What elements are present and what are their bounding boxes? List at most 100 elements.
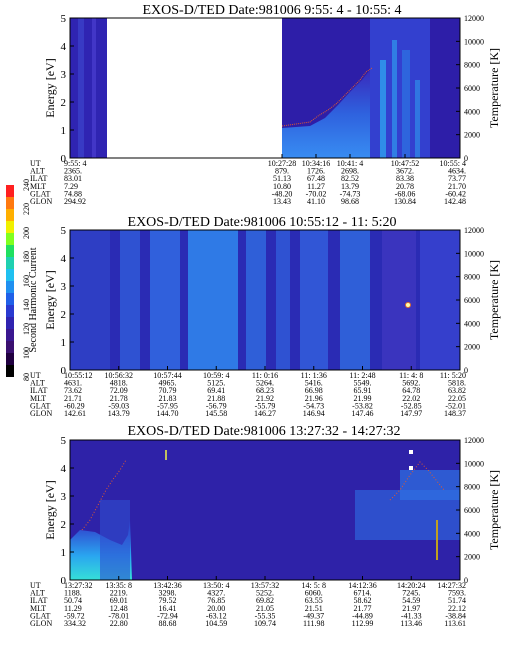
ephemeris-cell: 144.70 [157, 409, 179, 418]
ephemeris-cell: 73.77 [448, 174, 466, 183]
panel-3-axes: 0 1 2 3 4 5 0 2000 4000 6000 8000 10000 12000 Energy … [30, 435, 501, 628]
ephemeris-cell: -60.29 [64, 401, 85, 410]
ephemeris-cell: 21.77 [354, 604, 372, 613]
y-axis-label: Energy [eV] [43, 58, 57, 117]
colorbar-segment [6, 281, 14, 293]
colorbar-tick-label: 220 [22, 203, 31, 215]
y-tick-label: 0 [61, 365, 67, 377]
ephemeris-cell: 21.99 [354, 394, 372, 403]
row-label: ILAT [30, 174, 47, 183]
ephemeris-cell: 148.37 [444, 409, 466, 418]
y2-tick-label: 6000 [464, 296, 480, 305]
ephemeris-cell: 13.79 [341, 182, 359, 191]
y2-tick-label: 12000 [464, 14, 484, 23]
ephemeris-cell: 145.58 [205, 409, 227, 418]
y-tick-label: 5 [61, 225, 67, 237]
ephemeris-cell: -44.89 [352, 611, 373, 620]
panel-2-band [340, 230, 370, 370]
ephemeris-cell: 113.61 [444, 619, 466, 628]
colorbar-tick-label: 240 [22, 179, 31, 191]
row-label: GLAT [30, 611, 51, 620]
ephemeris-cell: 21.97 [402, 604, 420, 613]
colorbar-tick-label: 180 [22, 251, 31, 263]
ephemeris-cell: 11: 5:20 [440, 371, 466, 380]
row-label: ILAT [30, 386, 47, 395]
ephemeris-cell: 109.74 [254, 619, 276, 628]
y2-tick-label: 0 [464, 154, 468, 163]
panel-3-temperature-trace [389, 461, 445, 501]
ephemeris-cell: 10:55:12 [64, 371, 92, 380]
ephemeris-cell: 142.48 [444, 197, 466, 206]
ephemeris-cell: 334.32 [64, 619, 86, 628]
ephemeris-cell: 72.09 [110, 386, 128, 395]
ephemeris-cell: -55.79 [255, 401, 276, 410]
ephemeris-cell: 104.59 [205, 619, 227, 628]
ephemeris-cell: 11.29 [64, 604, 82, 613]
y2-tick-label: 8000 [464, 273, 480, 282]
y-axis-label: Energy [eV] [43, 480, 57, 539]
ephemeris-cell: 3298. [159, 589, 177, 598]
ephemeris-cell: 7593. [448, 589, 466, 598]
y-tick-label: 2 [61, 309, 67, 321]
ephemeris-cell: 3672. [396, 167, 414, 176]
ephemeris-cell: 14:27:32 [438, 581, 466, 590]
ephemeris-cell: 142.61 [64, 409, 86, 418]
panel-3-right-region [400, 470, 460, 500]
ephemeris-cell: 147.46 [352, 409, 374, 418]
ephemeris-cell: 10:27:28 [268, 159, 296, 168]
y-tick-label: 0 [61, 153, 67, 165]
panel-3-stripe [436, 520, 438, 560]
ephemeris-cell: 11: 2:48 [349, 371, 375, 380]
ephemeris-cell: 146.27 [254, 409, 276, 418]
ephemeris-cell: 67.48 [307, 174, 325, 183]
y2-tick-label: 0 [464, 366, 468, 375]
ephemeris-cell: 13:42:36 [153, 581, 181, 590]
panel-1-no-data-gap [107, 18, 282, 158]
ephemeris-cell: 5692. [402, 379, 420, 388]
ephemeris-cell: 20.78 [396, 182, 414, 191]
y2-axis-label: Temperature [K] [487, 260, 501, 340]
ephemeris-cell: -68.06 [395, 189, 416, 198]
row-label: GLAT [30, 189, 51, 198]
colorbar-segment [6, 209, 14, 221]
ephemeris-cell: 54.59 [402, 596, 420, 605]
ephemeris-cell: 22.05 [448, 394, 466, 403]
ephemeris-cell: 64.78 [402, 386, 420, 395]
ephemeris-cell: -59.72 [64, 611, 85, 620]
y2-axis-label: Temperature [K] [487, 48, 501, 128]
y2-tick-label: 6000 [464, 506, 480, 515]
ephemeris-cell: 13:27:32 [64, 581, 92, 590]
ephemeris-cell: 10:47:52 [391, 159, 419, 168]
panel-2-band [246, 230, 266, 370]
ephemeris-cell: -54.73 [303, 401, 324, 410]
ephemeris-cell: 69.41 [207, 386, 225, 395]
ephemeris-cell: 82.52 [341, 174, 359, 183]
ephemeris-cell: 98.68 [341, 197, 359, 206]
y2-tick-label: 10000 [464, 459, 484, 468]
ephemeris-cell: -63.12 [206, 611, 227, 620]
colorbar-segment [6, 185, 14, 197]
row-label: GLAT [30, 401, 51, 410]
y2-tick-label: 4000 [464, 529, 480, 538]
colorbar-tick-label: 160 [22, 275, 31, 287]
panel-3-temperature-trace [81, 459, 127, 531]
ephemeris-cell: 69.01 [110, 596, 128, 605]
y-tick-label: 2 [61, 519, 67, 531]
ephemeris-cell: 10.80 [273, 182, 291, 191]
ephemeris-cell: 21.78 [110, 394, 128, 403]
ephemeris-cell: 70.79 [159, 386, 177, 395]
ephemeris-cell: 11.27 [307, 182, 325, 191]
ephemeris-cell: 79.52 [159, 596, 177, 605]
row-label: MLT [30, 182, 46, 191]
ephemeris-cell: 13:35: 8 [106, 581, 132, 590]
y-tick-label: 5 [61, 435, 67, 447]
ephemeris-cell: 14: 5: 8 [302, 581, 326, 590]
ephemeris-cell: -41.33 [401, 611, 422, 620]
colorbar-label: Second Harmonic Current [28, 247, 39, 352]
y2-tick-label: 4000 [464, 319, 480, 328]
ephemeris-cell: 21.70 [448, 182, 466, 191]
y-tick-label: 1 [61, 547, 67, 559]
ephemeris-cell: -70.02 [306, 189, 327, 198]
colorbar-segment [6, 257, 14, 269]
ephemeris-cell: 1188. [64, 589, 82, 598]
